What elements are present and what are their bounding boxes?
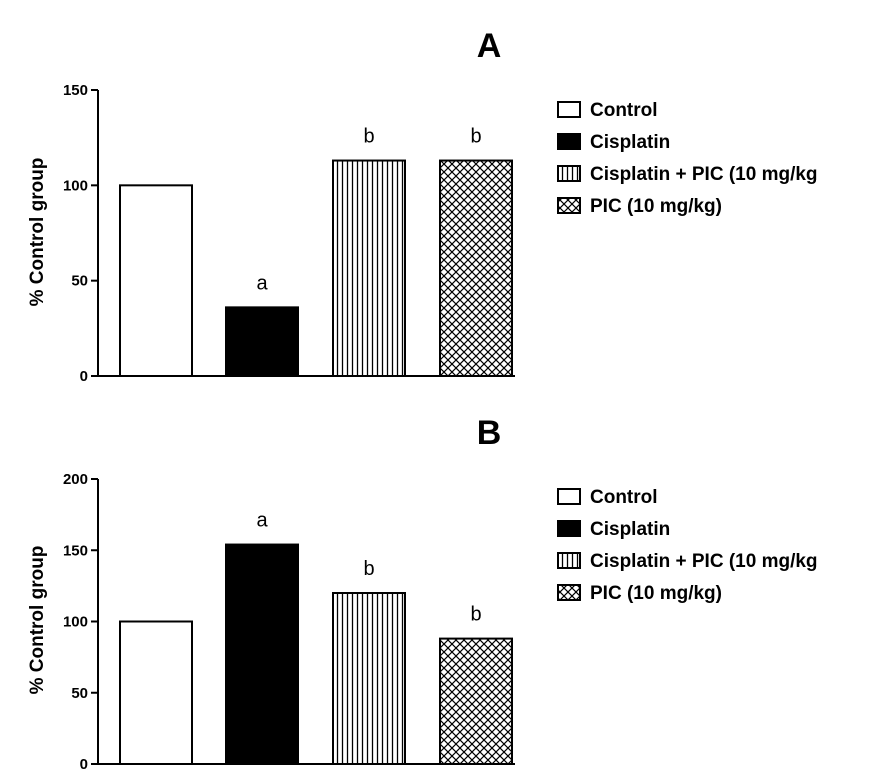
- bar-pic-10-mg-kg: [439, 159, 513, 377]
- legend-label: Cisplatin + PIC (10 mg/kg: [590, 551, 818, 572]
- significance-label: a: [256, 272, 268, 294]
- legend-label: Cisplatin + PIC (10 mg/kg: [590, 164, 818, 185]
- y-tick-label: 50: [71, 273, 88, 290]
- panel-b-title: B: [477, 414, 502, 452]
- legend-label: Cisplatin: [590, 519, 670, 540]
- significance-label: b: [363, 126, 374, 148]
- panel-a-y-axis-label: % Control group: [27, 158, 48, 307]
- bar-control: [119, 620, 193, 765]
- legend-swatch: [557, 552, 581, 569]
- legend-label: Cisplatin: [590, 132, 670, 153]
- legend-swatch: [557, 165, 581, 182]
- significance-label: a: [256, 510, 268, 532]
- legend-label: PIC (10 mg/kg): [590, 583, 722, 604]
- panel-b-legend: Control Cisplatin Cisplatin + PIC (10 mg/k…: [557, 487, 818, 604]
- y-tick-label: 200: [63, 471, 88, 488]
- legend-label: Control: [590, 487, 658, 508]
- y-tick-label: 150: [63, 82, 88, 99]
- panel-b-y-axis-label: % Control group: [27, 546, 48, 695]
- panel-a-bars: a b b: [119, 126, 513, 377]
- y-tick-label: 0: [80, 756, 88, 773]
- significance-label: b: [470, 604, 481, 626]
- bar-pic-10-mg-kg: [439, 637, 513, 765]
- panel-b: B % Control group 0 50 100 150 200 a b b Contr…: [27, 414, 818, 773]
- panel-a-legend: Control Cisplatin Cisplatin + PIC (10 mg/k…: [557, 100, 818, 217]
- y-tick-label: 0: [80, 368, 88, 385]
- bar-control: [119, 184, 193, 377]
- y-tick-label: 100: [63, 614, 88, 631]
- legend-swatch: [557, 584, 581, 601]
- panel-b-bars: a b b: [119, 510, 513, 765]
- legend-swatch: [557, 101, 581, 118]
- bar-cisplatin-pic-10-mg-kg: [332, 159, 406, 377]
- legend-swatch: [557, 133, 581, 150]
- legend-label: PIC (10 mg/kg): [590, 196, 722, 217]
- y-tick-label: 100: [63, 177, 88, 194]
- legend-swatch: [557, 488, 581, 505]
- bar-cisplatin: [225, 306, 299, 377]
- bar-cisplatin-pic-10-mg-kg: [332, 592, 406, 765]
- legend-label: Control: [590, 100, 658, 121]
- significance-label: b: [363, 558, 374, 580]
- legend-swatch: [557, 197, 581, 214]
- panel-a-title: A: [477, 27, 502, 65]
- significance-label: b: [470, 126, 481, 148]
- y-tick-label: 50: [71, 685, 88, 702]
- legend-swatch: [557, 520, 581, 537]
- y-tick-label: 150: [63, 542, 88, 559]
- bar-cisplatin: [225, 543, 299, 765]
